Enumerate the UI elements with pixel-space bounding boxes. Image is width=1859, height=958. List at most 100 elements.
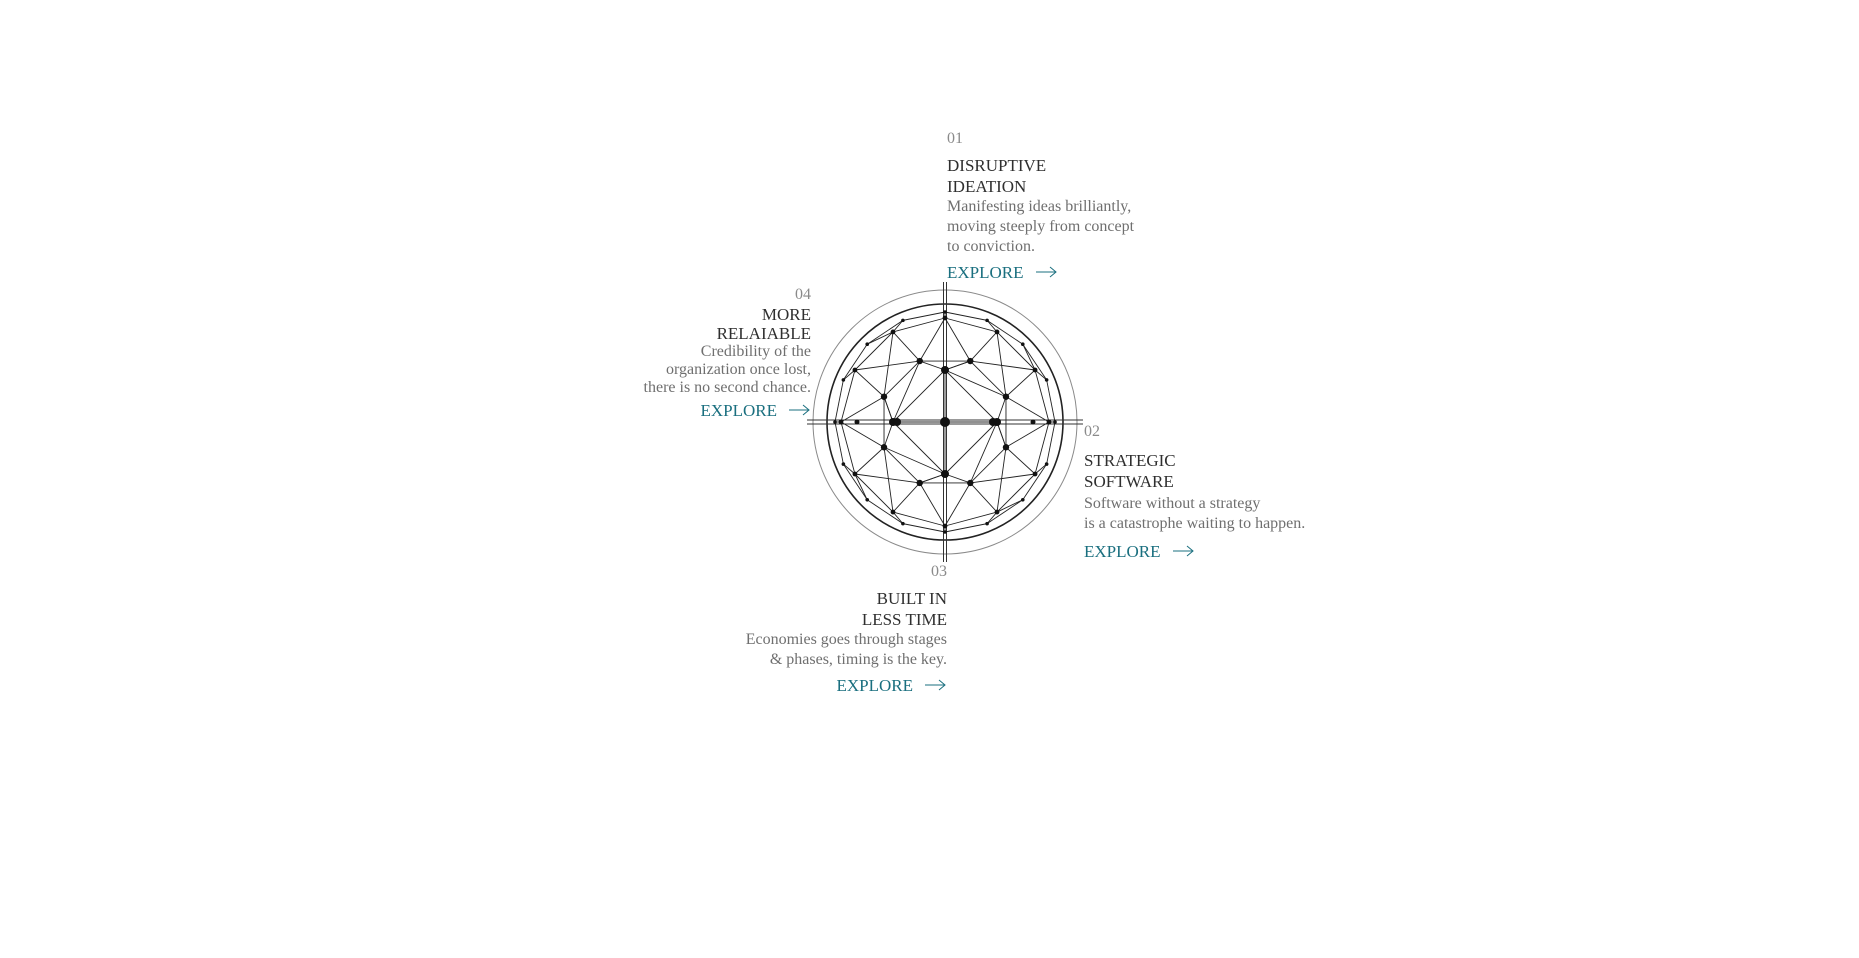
explore-link-reliable[interactable]: EXPLORE — [701, 401, 812, 421]
sphere-edge — [854, 369, 885, 398]
sphere-edge — [842, 343, 868, 381]
sphere-node — [941, 470, 949, 478]
sphere-edge — [854, 473, 920, 484]
sphere-node — [1032, 471, 1038, 477]
sphere-node — [943, 530, 947, 534]
explore-label: EXPLORE — [1084, 542, 1161, 561]
sphere-node — [833, 420, 837, 424]
sphere-edge — [854, 446, 885, 475]
sphere-node — [890, 509, 896, 515]
sphere-node — [994, 509, 1000, 515]
sphere-edge — [969, 482, 998, 513]
sphere-edge — [892, 369, 946, 423]
service-disruptive-ideation: 01 DISRUPTIVE IDEATION Manifesting ideas… — [947, 129, 1187, 284]
sphere-node — [994, 329, 1000, 335]
sphere-node — [1044, 378, 1049, 382]
sphere-edge — [892, 360, 921, 423]
service-built-in-less-time: 03 BUILT IN LESS TIME Economies goes thr… — [700, 562, 947, 697]
sphere-edge — [842, 463, 868, 501]
explore-link-software[interactable]: EXPLORE — [1084, 542, 1195, 562]
explore-link-time[interactable]: EXPLORE — [837, 676, 948, 696]
explore-label: EXPLORE — [947, 263, 1024, 282]
sphere-node — [893, 418, 901, 426]
sphere-edge — [892, 482, 921, 513]
service-more-reliable: 04 MORE RELAIABLE Credibility of the org… — [580, 285, 811, 422]
sphere-edge — [1005, 446, 1036, 475]
sphere-edge — [970, 473, 1036, 484]
sphere-edge — [866, 499, 904, 525]
sphere-edge — [902, 523, 946, 533]
sphere-edge — [892, 421, 946, 475]
sphere-edge — [834, 379, 844, 423]
sphere-edge — [854, 331, 894, 371]
sphere-edge — [944, 311, 988, 321]
sphere-edge — [1034, 369, 1047, 381]
explore-label: EXPLORE — [836, 676, 914, 695]
sphere-node — [985, 521, 989, 526]
sphere-edge — [1034, 421, 1050, 475]
sphere-edge — [944, 369, 998, 423]
sphere-node — [880, 444, 888, 451]
sphere-edge — [892, 511, 904, 524]
sphere-edge — [944, 317, 998, 333]
sphere-edge — [996, 473, 1036, 513]
explore-link-ideation[interactable]: EXPLORE — [947, 263, 1058, 283]
sphere-edge — [854, 473, 894, 513]
sphere-node — [901, 521, 905, 526]
sphere-edge — [944, 482, 971, 527]
sphere-node — [1053, 420, 1057, 424]
sphere-edge — [986, 511, 998, 524]
sphere-edge — [840, 421, 856, 475]
sphere-node — [1044, 462, 1049, 466]
sphere-edge — [1034, 463, 1047, 475]
sphere-edge — [1034, 369, 1050, 423]
sphere-node — [985, 318, 989, 323]
sphere-edge — [883, 447, 894, 513]
sphere-edge — [996, 331, 1036, 371]
arrow-right-icon — [925, 676, 947, 696]
section-number: 04 — [795, 286, 811, 303]
sphere-edge — [1022, 344, 1036, 371]
sphere-edge — [996, 331, 1007, 397]
sphere-edge — [1005, 421, 1050, 448]
sphere-edge — [944, 511, 998, 527]
sphere-edge — [944, 473, 971, 484]
sphere-node — [942, 315, 948, 321]
sphere-node — [967, 479, 974, 487]
arrow-right-icon — [789, 401, 811, 421]
sphere-edge — [840, 369, 856, 423]
sphere-edge — [944, 360, 971, 371]
sphere-edge — [840, 421, 885, 448]
sphere-edge — [883, 446, 921, 484]
section-description: Economies goes through stages & phases, … — [745, 631, 947, 668]
sphere-edge — [1005, 369, 1036, 398]
sphere-edge — [883, 396, 894, 423]
sphere-edge — [892, 320, 904, 333]
sphere-node — [1002, 444, 1010, 451]
sphere-node — [1046, 419, 1052, 425]
sphere-node — [854, 419, 860, 425]
sphere-node — [880, 393, 888, 400]
sphere-edge — [919, 482, 946, 527]
sphere-edge — [919, 360, 946, 371]
sphere-edge — [883, 331, 894, 397]
section-description: Credibility of the organization once los… — [643, 343, 811, 396]
sphere-node — [1020, 342, 1025, 347]
sphere-edge — [854, 360, 920, 371]
sphere-outer-ring — [812, 289, 1078, 555]
sphere-node — [942, 523, 948, 529]
sphere-edge — [867, 331, 894, 345]
sphere-node — [852, 471, 858, 477]
sphere-node — [1002, 393, 1010, 400]
sphere-node — [940, 417, 950, 427]
sphere-edge — [883, 360, 921, 398]
sphere-edge — [986, 320, 998, 333]
sphere-edge — [970, 360, 1036, 371]
sphere-edge — [883, 421, 894, 448]
sphere-edge — [996, 499, 1023, 513]
sphere-node — [967, 357, 974, 365]
arrow-right-icon — [1172, 542, 1195, 562]
sphere-node — [916, 357, 923, 365]
explore-label: EXPLORE — [700, 401, 778, 420]
section-number: 03 — [931, 563, 947, 580]
